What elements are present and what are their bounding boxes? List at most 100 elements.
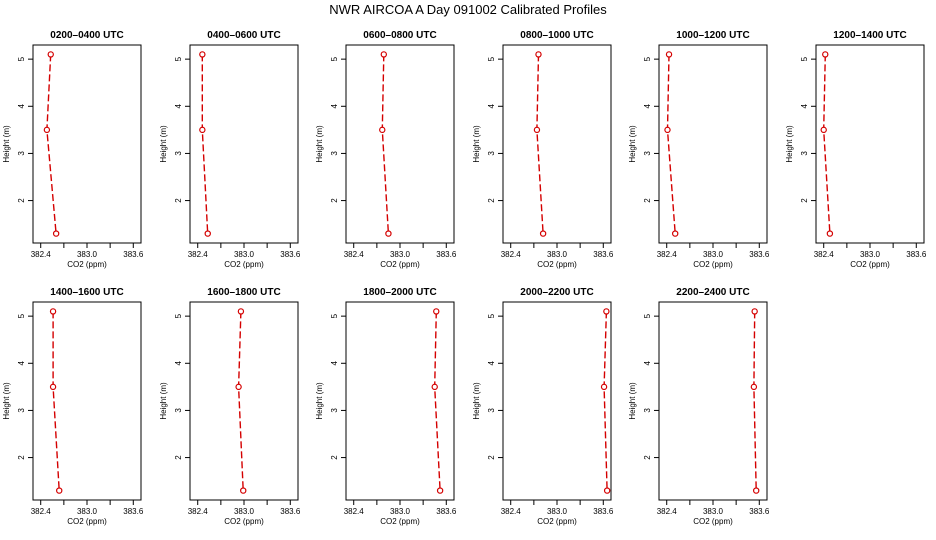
data-point <box>56 487 63 494</box>
y-axis-label: Height (m) <box>315 382 324 420</box>
x-axis-label: CO2 (ppm) <box>224 260 264 269</box>
data-point <box>49 383 57 391</box>
y-tick-label: 5 <box>643 313 652 318</box>
x-tick-label: 383.6 <box>280 507 301 516</box>
x-tick-label: 383.0 <box>234 250 255 259</box>
x-tick-label: 383.6 <box>123 507 144 516</box>
data-point <box>750 383 758 391</box>
y-tick-label: 2 <box>800 198 809 203</box>
profile-line <box>46 54 57 234</box>
x-axis-label: CO2 (ppm) <box>380 260 420 269</box>
x-tick-label: 383.6 <box>436 250 457 259</box>
x-tick-label: 383.6 <box>906 250 927 259</box>
data-point <box>433 308 440 315</box>
x-tick-label: 382.4 <box>31 250 52 259</box>
data-point <box>43 126 51 134</box>
data-point <box>665 51 673 58</box>
y-tick-label: 2 <box>487 198 496 203</box>
data-point <box>603 487 611 494</box>
y-tick-label: 5 <box>330 56 339 61</box>
profile-line <box>52 311 60 491</box>
y-tick-label: 4 <box>487 104 496 109</box>
data-point <box>379 126 386 134</box>
profile-line <box>822 54 831 234</box>
y-tick-label: 5 <box>330 313 339 318</box>
x-tick-label: 383.6 <box>436 507 457 516</box>
panel-title: 0800–1000 UTC <box>520 30 593 41</box>
x-axis-label: CO2 (ppm) <box>693 260 733 269</box>
x-tick-label: 382.4 <box>501 507 522 516</box>
profile-line <box>536 54 544 234</box>
y-tick-label: 2 <box>17 198 26 203</box>
plot-frame <box>345 44 455 244</box>
y-axis-label: Height (m) <box>315 125 324 163</box>
panel-title: 0600–0800 UTC <box>363 30 436 41</box>
plot-frame <box>658 301 768 501</box>
x-tick-label: 383.0 <box>390 507 411 516</box>
panel-title: 1000–1200 UTC <box>676 30 749 41</box>
profile-panel: 1000–1200 UTC 382.4 383.0 383.6 2 3 4 5 CO2 (ppm… <box>628 30 770 269</box>
y-tick-label: 2 <box>174 198 183 203</box>
x-tick-label: 383.0 <box>547 507 568 516</box>
y-tick-label: 3 <box>643 151 652 156</box>
y-tick-label: 3 <box>17 151 26 156</box>
y-tick-label: 2 <box>643 455 652 460</box>
data-point <box>751 308 758 315</box>
y-tick-label: 2 <box>487 455 496 460</box>
data-point <box>204 230 211 237</box>
data-point <box>237 308 245 315</box>
profile-line <box>201 54 209 234</box>
profile-line <box>381 54 390 234</box>
profile-line <box>433 311 441 491</box>
y-axis-label: Height (m) <box>2 125 11 163</box>
data-point <box>603 308 610 315</box>
x-tick-label: 382.4 <box>344 250 365 259</box>
x-tick-label: 382.4 <box>31 507 52 516</box>
x-axis-label: CO2 (ppm) <box>693 517 733 526</box>
x-tick-label: 383.0 <box>703 507 724 516</box>
y-tick-label: 4 <box>174 104 183 109</box>
profile-line <box>237 311 244 491</box>
data-point <box>199 126 206 134</box>
panel-title: 0400–0600 UTC <box>207 30 280 41</box>
y-axis-label: Height (m) <box>2 382 11 420</box>
data-point <box>822 51 829 58</box>
plot-frame <box>658 44 768 244</box>
y-tick-label: 2 <box>174 455 183 460</box>
data-point <box>235 383 242 391</box>
y-tick-label: 5 <box>17 313 26 318</box>
y-tick-label: 4 <box>643 361 652 366</box>
y-tick-label: 5 <box>487 313 496 318</box>
profile-panel: 0400–0600 UTC 382.4 383.0 383.6 2 3 4 5 CO2 (ppm… <box>159 30 301 269</box>
panel-title: 1200–1400 UTC <box>833 30 906 41</box>
data-point <box>820 126 827 134</box>
data-point <box>539 230 547 237</box>
data-point <box>52 230 60 237</box>
data-point <box>664 126 671 134</box>
page-title: NWR AIRCOA A Day 091002 Calibrated Profi… <box>329 2 607 17</box>
y-tick-label: 3 <box>330 151 339 156</box>
y-tick-label: 3 <box>487 151 496 156</box>
profile-line <box>603 311 608 491</box>
x-tick-label: 382.4 <box>188 250 209 259</box>
y-tick-label: 5 <box>800 56 809 61</box>
panel-title: 2200–2400 UTC <box>676 287 749 298</box>
y-axis-label: Height (m) <box>472 382 481 420</box>
x-tick-label: 383.6 <box>749 507 770 516</box>
profile-panel: 1600–1800 UTC 382.4 383.0 383.6 2 3 4 5 CO2 (ppm… <box>159 287 301 526</box>
y-tick-label: 3 <box>17 408 26 413</box>
profile-panel: 2000–2200 UTC 382.4 383.0 383.6 2 3 4 5 CO2 (ppm… <box>472 287 614 526</box>
profile-panel: 2200–2400 UTC 382.4 383.0 383.6 2 3 4 5 CO2 (ppm… <box>628 287 770 526</box>
data-point <box>385 230 392 237</box>
plot-frame <box>815 44 925 244</box>
panel-title: 1800–2000 UTC <box>363 287 436 298</box>
panel-title: 1400–1600 UTC <box>50 287 123 298</box>
y-tick-label: 2 <box>17 455 26 460</box>
x-axis-label: CO2 (ppm) <box>67 260 107 269</box>
x-tick-label: 383.0 <box>77 250 98 259</box>
y-tick-label: 3 <box>800 151 809 156</box>
y-axis-label: Height (m) <box>628 382 637 420</box>
x-tick-label: 383.6 <box>280 250 301 259</box>
x-tick-label: 383.6 <box>749 250 770 259</box>
